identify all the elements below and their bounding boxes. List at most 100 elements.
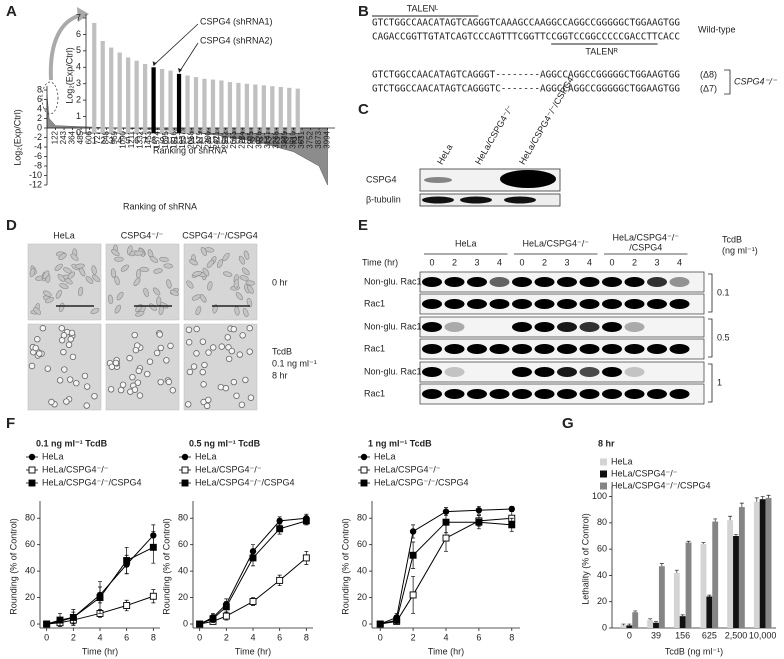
x-tick-label: 848 (102, 130, 111, 144)
cell (199, 294, 207, 303)
x-tick-label: 24 (284, 135, 294, 145)
cell (218, 343, 225, 350)
x-tick-label: 22 (267, 135, 277, 145)
band (460, 196, 492, 204)
band (489, 299, 510, 309)
time-tick: 3 (474, 257, 479, 267)
y-tick-label: -4 (34, 141, 42, 151)
annotation-arrow (154, 23, 199, 65)
marker (222, 603, 230, 611)
y-tick-label: 60 (178, 539, 188, 549)
band (579, 389, 600, 399)
legend-label: HeLa/CSPG⁻/⁻/CSPG4 (374, 477, 469, 487)
talen-right: TALENᴿ (585, 46, 617, 56)
cell (217, 383, 225, 391)
x-tick-label: 12 (183, 135, 193, 145)
error-bar (713, 518, 718, 522)
cell (185, 401, 192, 408)
x-tick-label: 13 (191, 135, 201, 145)
x-tick-label: 2,500 (725, 630, 748, 640)
cell (32, 344, 39, 352)
x-tick-label: 19 (242, 135, 252, 145)
x-tick-label: 2 (224, 632, 229, 642)
error-bar (754, 497, 759, 502)
y-tick-label: 4 (37, 103, 42, 113)
cell (190, 363, 198, 370)
cell (126, 354, 133, 362)
marker (409, 528, 417, 535)
marker (123, 557, 131, 564)
x-tick-label: 0 (627, 630, 632, 640)
series-line (199, 520, 307, 625)
error-bar (766, 494, 771, 498)
band (534, 367, 555, 377)
cell (133, 250, 144, 256)
dose-label: 0.5 (717, 332, 730, 342)
cell (139, 266, 150, 272)
legend-label: HeLa (374, 451, 396, 461)
bar (193, 77, 199, 133)
y-tick-label: 0 (183, 618, 188, 628)
cell (58, 325, 66, 332)
cell (247, 394, 255, 401)
cell (28, 362, 36, 370)
y-tick-label: 3 (76, 78, 81, 88)
cell (166, 279, 172, 289)
y-tick-label: 0 (76, 127, 81, 137)
cell (195, 306, 202, 316)
error-bar (627, 623, 632, 626)
y-tick-label: 20 (597, 596, 607, 606)
cell (186, 280, 194, 289)
cell (111, 249, 120, 257)
cell (81, 372, 89, 380)
y-tick-label: -2 (34, 132, 42, 142)
group-label: /CSPG4 (629, 242, 662, 252)
cell (228, 347, 236, 355)
band (512, 322, 532, 332)
bar (210, 79, 216, 133)
cell (241, 267, 250, 276)
marker (209, 615, 217, 623)
y-tick-label: 20 (178, 592, 188, 602)
band (489, 277, 510, 287)
y-tick-label: -10 (29, 170, 42, 180)
x-tick-label: 727 (93, 130, 102, 144)
y-tick-label: 20 (357, 592, 367, 602)
band (444, 344, 465, 354)
x-axis-label: TcdB (ng ml⁻¹) (665, 646, 723, 656)
cell (245, 280, 256, 286)
marker (360, 453, 368, 461)
bar (759, 499, 766, 628)
band (602, 367, 622, 377)
band (500, 170, 556, 188)
marker (360, 479, 368, 487)
cell (107, 294, 114, 305)
y-tick-label: 0 (30, 618, 35, 628)
bar (685, 542, 692, 628)
x-tick-label: 3873 (314, 130, 323, 148)
bar (733, 536, 739, 628)
dose-label: 1 (717, 377, 722, 387)
error-bar (654, 621, 658, 623)
cell (108, 363, 116, 370)
x-tick-label: 243 (59, 130, 68, 144)
cell (112, 359, 120, 367)
time-tick: 2 (542, 257, 547, 267)
bar (143, 64, 148, 133)
y-axis-label: Lethality (% of Control) (580, 513, 590, 605)
y-tick-label: -8 (34, 160, 42, 170)
x-axis-label: Ranking of shRNA (153, 145, 227, 155)
cell (65, 341, 73, 349)
zoom-arrow (48, 13, 82, 81)
band (579, 344, 600, 354)
error-bar (760, 496, 765, 500)
bar (700, 543, 707, 628)
cell (235, 292, 244, 301)
error-bar (701, 542, 706, 544)
cell (135, 310, 145, 317)
cell (246, 324, 253, 332)
cell (156, 331, 163, 338)
cell (126, 245, 133, 255)
x-tick-label: 1816 (170, 130, 179, 148)
marker (149, 543, 157, 551)
